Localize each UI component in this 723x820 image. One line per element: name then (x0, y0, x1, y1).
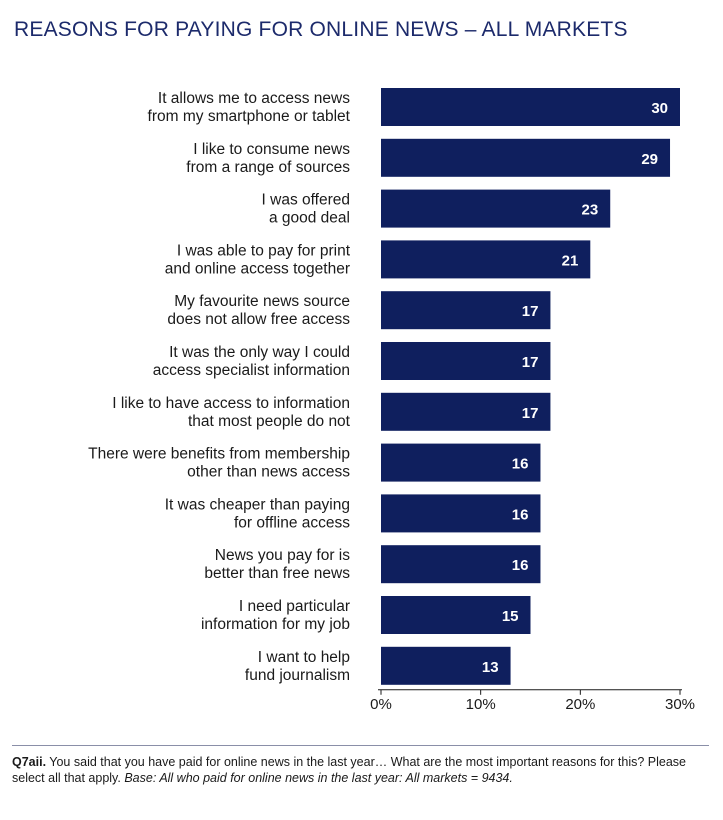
category-label-line: a good deal (269, 210, 350, 227)
category-label: It was cheaper than paying for offline ac… (165, 496, 351, 531)
category-label-line: It allows me to access news (158, 90, 350, 107)
bar-value-label: 17 (522, 405, 539, 422)
bar-value-label: 21 (562, 252, 579, 269)
bar (381, 291, 551, 330)
category-label-line: and online access together (165, 260, 350, 277)
category-label: It allows me to access news from my smart… (148, 90, 351, 125)
bar-value-label: 30 (651, 100, 668, 117)
bar-chart: 30 It allows me to access news from my sma… (88, 88, 695, 713)
category-label-line: from a range of sources (186, 159, 350, 176)
category-label: I was offered a good deal (262, 192, 350, 227)
footnote: Q7aii. You said that you have paid for o… (12, 754, 702, 786)
category-label-line: My favourite news source (174, 293, 350, 310)
category-label-line: does not allow free access (167, 311, 350, 328)
bar (381, 240, 591, 279)
bar (381, 545, 541, 584)
bar-value-label: 13 (482, 659, 499, 676)
footnote-label: Q7aii. (12, 755, 47, 769)
category-label-line: information for my job (201, 616, 350, 633)
footnote-base: Base: All who paid for online news in th… (124, 771, 513, 785)
x-tick-label: 20% (565, 696, 595, 713)
category-label-line: It was cheaper than paying (165, 496, 350, 513)
category-label-line: fund journalism (245, 667, 350, 684)
category-label-line: There were benefits from membership (88, 446, 350, 463)
category-label: I want to help fund journalism (245, 649, 350, 684)
bar (381, 189, 611, 228)
bar-value-label: 29 (641, 151, 658, 168)
bar (381, 646, 511, 685)
category-label-line: I want to help (258, 649, 350, 666)
bar-value-label: 23 (582, 202, 599, 219)
category-label-line: News you pay for is (215, 547, 350, 564)
category-label-line: It was the only way I could (169, 344, 350, 361)
bar-value-label: 16 (512, 506, 529, 523)
category-label-line: for offline access (234, 514, 350, 531)
category-label-line: other than news access (187, 464, 350, 481)
category-label-line: I was able to pay for print (177, 242, 351, 259)
category-label-line: access specialist information (153, 362, 350, 379)
category-label-line: better than free news (204, 565, 350, 582)
bar-value-label: 15 (502, 608, 519, 625)
category-label: News you pay for is better than free news (204, 547, 350, 582)
footnote-question: You said that you have paid for online n… (12, 755, 686, 785)
bar (381, 342, 551, 380)
bar-value-label: 16 (512, 456, 529, 473)
category-label: My favourite news source does not allow f… (167, 293, 350, 328)
bar-value-label: 16 (512, 557, 529, 574)
bar-value-label: 17 (522, 354, 539, 371)
category-label: There were benefits from membership other… (88, 446, 350, 481)
category-label-line: from my smartphone or tablet (148, 108, 351, 125)
category-label-line: I need particular (239, 598, 350, 615)
category-label: It was the only way I could access specia… (153, 344, 350, 379)
footnote-divider (12, 745, 709, 746)
category-label: I need particular information for my job (201, 598, 350, 633)
x-tick-label: 30% (665, 696, 695, 713)
bar (381, 138, 671, 177)
x-tick-label: 10% (466, 696, 496, 713)
bar-value-label: 17 (522, 303, 539, 320)
category-label: I like to consume news from a range of so… (186, 141, 350, 176)
category-label-line: I was offered (262, 192, 350, 209)
category-label: I like to have access to information that… (112, 395, 350, 430)
bar (381, 443, 541, 482)
category-label-line: I like to have access to information (112, 395, 350, 412)
bar (381, 596, 531, 634)
category-label: I was able to pay for print and online ac… (165, 242, 351, 277)
category-label-line: that most people do not (188, 413, 351, 430)
x-tick-label: 0% (370, 696, 392, 713)
bar (381, 392, 551, 431)
chart-title: REASONS FOR PAYING FOR ONLINE NEWS – ALL… (14, 18, 628, 41)
bar (381, 494, 541, 533)
bar (381, 88, 680, 126)
category-label-line: I like to consume news (193, 141, 350, 158)
